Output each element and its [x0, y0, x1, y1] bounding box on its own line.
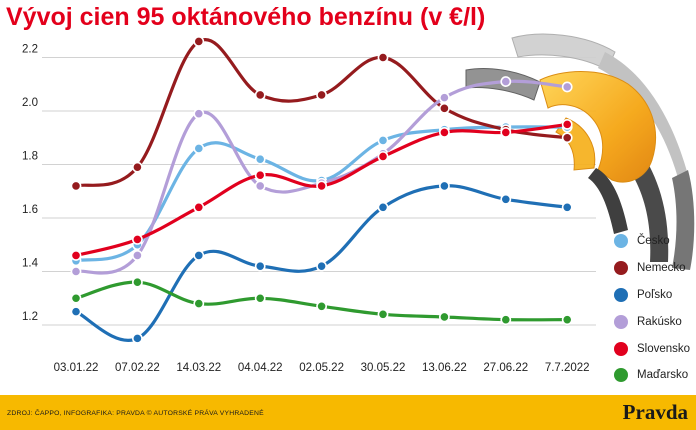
data-point-maďarsko: [377, 308, 389, 320]
legend-label: Maďarsko: [637, 369, 689, 382]
legend-swatch: [614, 341, 628, 356]
data-point-maďarsko: [254, 292, 266, 304]
legend-item-maďarsko: Maďarsko: [614, 362, 690, 389]
legend-label: Poľsko: [637, 288, 673, 301]
legend-swatch: [614, 368, 628, 383]
legend-label: Slovensko: [637, 342, 691, 355]
data-point-slovensko: [377, 151, 389, 162]
y-axis-ticks: 1.2 1.4 1.6 1.8 2.0 2.2: [22, 44, 39, 324]
data-point-maďarsko: [193, 298, 205, 309]
data-point-nemecko: [377, 52, 389, 63]
data-point-slovensko: [316, 180, 327, 192]
line-chart: 1.2 1.4 1.6 1.8 2.0 2.2 03.01.22 07.02.22 14.03…: [22, 33, 695, 374]
data-point-rakúsko: [254, 180, 266, 192]
data-point-slovensko: [254, 169, 266, 181]
data-point-slovensko: [193, 201, 205, 213]
brand-logo: Pravda: [622, 400, 688, 424]
data-point-česko: [377, 135, 389, 146]
data-point-nemecko: [438, 102, 450, 114]
data-point-rakúsko: [131, 250, 143, 261]
y-tick-label: 2.2: [22, 44, 38, 56]
data-point-maďarsko: [561, 314, 573, 326]
x-tick-label: 30.05.22: [361, 362, 406, 374]
x-axis-ticks: 03.01.22 07.02.22 14.03.22 04.04.22 02.05.22…: [54, 362, 590, 374]
legend-swatch: [614, 314, 628, 329]
data-point-rakúsko: [561, 81, 573, 93]
series-poľsko: [70, 180, 573, 344]
legend-item-poľsko: Poľsko: [614, 282, 690, 309]
x-tick-label: 7.7.2022: [545, 362, 590, 374]
data-point-česko: [193, 143, 205, 154]
y-tick-label: 1.4: [22, 258, 39, 270]
legend-item-česko: Česko: [614, 228, 690, 255]
data-point-nemecko: [561, 132, 573, 144]
series-maďarsko: [70, 276, 573, 326]
legend-swatch: [614, 261, 628, 276]
data-point-slovensko: [131, 233, 143, 245]
data-point-slovensko: [70, 250, 82, 261]
series-rakúsko: [70, 76, 573, 277]
legend-swatch: [614, 287, 628, 302]
legend-item-rakúsko: Rakúsko: [614, 308, 690, 335]
y-tick-label: 1.2: [22, 311, 38, 323]
x-tick-label: 27.06.22: [483, 362, 528, 374]
data-point-rakúsko: [193, 108, 205, 120]
legend-item-slovensko: Slovensko: [614, 335, 690, 362]
data-point-nemecko: [254, 89, 266, 101]
data-point-maďarsko: [131, 276, 143, 288]
legend-label: Rakúsko: [637, 315, 682, 328]
footer-bar: ZDROJ: ČAPPO, INFOGRAFIKA: PRAVDA © AUTO…: [0, 395, 696, 430]
data-point-poľsko: [254, 260, 266, 272]
data-point-slovensko: [561, 118, 573, 130]
data-point-maďarsko: [438, 311, 450, 323]
legend-item-nemecko: Nemecko: [614, 255, 690, 282]
data-point-maďarsko: [70, 292, 82, 304]
data-point-poľsko: [377, 201, 389, 213]
data-point-slovensko: [438, 126, 450, 138]
data-point-rakúsko: [438, 92, 450, 104]
x-tick-label: 04.04.22: [238, 362, 283, 374]
x-tick-label: 14.03.22: [176, 362, 221, 374]
series-slovensko: [70, 118, 573, 261]
data-point-nemecko: [316, 89, 327, 101]
data-point-poľsko: [438, 180, 450, 192]
data-point-poľsko: [500, 193, 512, 205]
x-tick-label: 02.05.22: [299, 362, 344, 374]
data-point-poľsko: [70, 306, 82, 318]
legend: Česko Nemecko Poľsko Rakúsko Slovensko Maďars…: [614, 228, 690, 389]
data-series: [70, 36, 573, 344]
data-point-rakúsko: [70, 266, 82, 277]
data-point-poľsko: [316, 260, 327, 272]
data-point-poľsko: [193, 250, 205, 261]
legend-label: Česko: [637, 235, 670, 248]
data-point-maďarsko: [500, 314, 512, 326]
series-line-rakúsko: [74, 79, 569, 275]
data-point-nemecko: [131, 161, 143, 173]
source-credit: ZDROJ: ČAPPO, INFOGRAFIKA: PRAVDA © AUTO…: [7, 410, 264, 417]
series-nemecko: [70, 36, 573, 192]
data-point-maďarsko: [316, 300, 327, 312]
data-point-rakúsko: [500, 76, 512, 87]
x-tick-label: 07.02.22: [115, 362, 160, 374]
y-tick-label: 2.0: [22, 97, 38, 109]
legend-swatch: [614, 234, 628, 249]
y-tick-label: 1.8: [22, 151, 38, 163]
series-line-nemecko: [74, 37, 569, 188]
data-point-slovensko: [500, 126, 512, 138]
data-point-nemecko: [70, 180, 82, 192]
data-point-poľsko: [561, 201, 573, 213]
y-tick-label: 1.6: [22, 204, 38, 216]
chart-title: Vývoj cien 95 oktánového benzínu (v €/l): [6, 3, 486, 31]
x-tick-label: 13.06.22: [422, 362, 467, 374]
data-point-poľsko: [131, 332, 143, 344]
legend-label: Nemecko: [637, 262, 686, 275]
data-point-česko: [254, 153, 266, 165]
data-point-nemecko: [193, 36, 205, 47]
x-tick-label: 03.01.22: [54, 362, 99, 374]
series-česko: [70, 121, 573, 267]
